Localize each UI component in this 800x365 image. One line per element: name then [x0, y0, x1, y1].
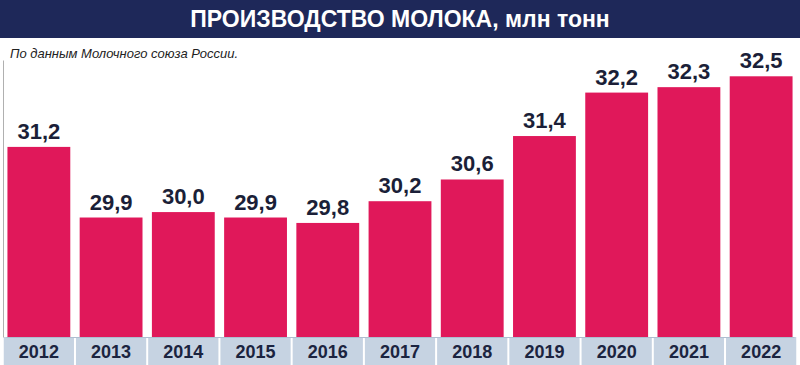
label-cell: [582, 337, 652, 365]
x-tick-label: 2018: [452, 342, 492, 362]
x-tick-label: 2017: [380, 342, 420, 362]
label-cell: [76, 337, 146, 365]
x-tick: 2019: [524, 342, 564, 362]
bar: [7, 147, 70, 337]
x-tick: 2018: [452, 342, 492, 362]
bar: [441, 179, 504, 337]
bar: [657, 87, 720, 337]
data-labels: 31,2 29,9 30,0 29,9 29,8 30,2 30,6 31,4 32,2 32,3…: [17, 48, 782, 220]
label-cell: [148, 337, 218, 365]
label-cell: [220, 337, 290, 365]
x-tick: 2016: [308, 342, 348, 362]
x-tick-label: 2020: [597, 342, 637, 362]
x-tick: 2020: [597, 342, 637, 362]
bars: [7, 76, 792, 337]
title: ПРОИЗВОДСТВО МОЛОКА, млн тонн: [190, 6, 609, 32]
x-tick-label: 2022: [741, 342, 781, 362]
data-label: 29,9: [90, 190, 133, 215]
label-band: [4, 337, 797, 365]
label-cell: [4, 337, 74, 365]
label-cell: [437, 337, 507, 365]
bar: [152, 212, 215, 337]
data-label: 30,0: [162, 184, 205, 209]
data-label: 29,8: [306, 195, 349, 220]
x-tick-label: 2012: [19, 342, 59, 362]
x-tick-label: 2015: [236, 342, 276, 362]
bar: [80, 218, 143, 337]
label-cell: [509, 337, 579, 365]
bar: [730, 76, 793, 337]
data-label: 31,4: [523, 108, 567, 133]
x-tick-label: 2021: [669, 342, 709, 362]
x-tick: 2013: [91, 342, 131, 362]
data-label: 32,2: [595, 65, 638, 90]
x-tick: 2015: [236, 342, 276, 362]
x-axis: 2012 2013 2014 2015 2016 2017 2018 2019 2020 2021…: [7, 338, 795, 363]
x-axis-line: [7, 337, 795, 338]
label-cell: [293, 337, 363, 365]
x-tick-label: 2013: [91, 342, 131, 362]
x-tick: 2014: [163, 342, 203, 362]
x-tick: 2012: [19, 342, 59, 362]
data-label: 30,2: [379, 173, 422, 198]
data-label: 32,3: [667, 59, 710, 84]
label-cell: [365, 337, 435, 365]
bar: [513, 136, 576, 337]
title-bar: [0, 0, 800, 38]
label-cell: [654, 337, 724, 365]
data-label: 31,2: [17, 119, 60, 144]
bar: [369, 201, 432, 337]
data-label: 29,9: [234, 190, 277, 215]
data-label: 32,5: [740, 48, 783, 73]
bar: [224, 218, 287, 337]
data-label: 30,6: [451, 151, 494, 176]
x-tick: 2017: [380, 342, 420, 362]
x-tick: 2022: [741, 342, 781, 362]
y-axis: [3, 61, 4, 338]
y-axis-line: [3, 61, 4, 338]
x-tick-label: 2019: [524, 342, 564, 362]
chart: ПРОИЗВОДСТВО МОЛОКА, млн тонн По данным М…: [0, 0, 800, 365]
x-tick-label: 2014: [163, 342, 203, 362]
bar: [585, 93, 648, 337]
subtitle: По данным Молочного союза России.: [10, 46, 238, 61]
x-tick: 2021: [669, 342, 709, 362]
bar: [296, 223, 359, 337]
x-tick-label: 2016: [308, 342, 348, 362]
label-cell: [726, 337, 796, 365]
